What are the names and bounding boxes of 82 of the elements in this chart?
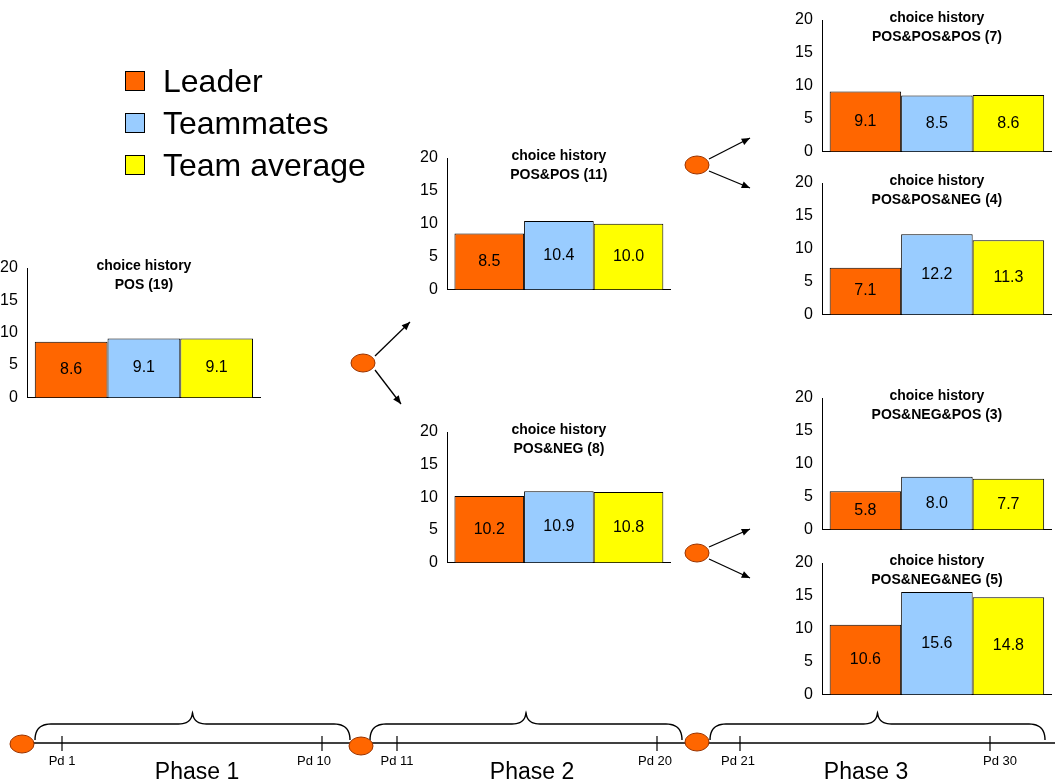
legend-label: Team average bbox=[163, 146, 366, 184]
y-tick-label: 20 bbox=[795, 173, 813, 191]
y-tick-label: 15 bbox=[795, 421, 813, 439]
legend-label: Teammates bbox=[163, 104, 329, 142]
data-label: 8.6 bbox=[997, 113, 1020, 131]
data-label: 5.8 bbox=[854, 500, 877, 518]
text: Pd 11 bbox=[380, 752, 414, 768]
y-tick-label: 15 bbox=[0, 290, 18, 308]
y-tick-label: 10 bbox=[420, 487, 438, 505]
y-tick-label: 5 bbox=[803, 486, 813, 504]
chart-title: choice history bbox=[511, 146, 607, 163]
y-tick-label: 10 bbox=[795, 239, 813, 257]
text: POS&POS (11) bbox=[510, 165, 608, 182]
chart-title: choice history bbox=[889, 386, 985, 403]
data-label: 8.5 bbox=[925, 113, 949, 131]
data-label: 8.0 bbox=[925, 493, 949, 511]
data-label: 10.6 bbox=[849, 649, 882, 667]
y-tick-label: 0 bbox=[803, 304, 813, 322]
y-tick-label: 0 bbox=[8, 387, 18, 405]
data-label: 7.1 bbox=[854, 281, 877, 299]
data-label: 7.7 bbox=[997, 494, 1020, 512]
y-tick-label: 15 bbox=[420, 455, 438, 473]
y-tick-label: 0 bbox=[803, 684, 813, 702]
y-tick-label: 10 bbox=[0, 323, 18, 341]
y-tick-label: 20 bbox=[795, 10, 813, 28]
text: POS&POS&NEG (4) bbox=[871, 190, 1003, 207]
data-label: 9.1 bbox=[854, 111, 877, 129]
chart-title: choice history bbox=[511, 420, 607, 437]
text: Pd 20 bbox=[638, 752, 672, 768]
y-tick-label: 10 bbox=[795, 76, 813, 94]
y-tick-label: 20 bbox=[795, 553, 813, 571]
y-tick-label: 15 bbox=[420, 181, 438, 199]
text: Phase 1 bbox=[154, 757, 240, 784]
text: Phase 2 bbox=[489, 757, 575, 784]
y-tick-label: 15 bbox=[795, 43, 813, 61]
y-tick-label: 0 bbox=[428, 279, 438, 297]
chart-title: choice history bbox=[889, 171, 985, 188]
y-tick-label: 15 bbox=[795, 206, 813, 224]
data-label: 11.3 bbox=[993, 267, 1024, 285]
data-label: 10.9 bbox=[543, 517, 575, 535]
y-tick-label: 10 bbox=[795, 619, 813, 637]
text: POS&NEG (8) bbox=[513, 439, 605, 456]
text: Phase 3 bbox=[823, 757, 909, 784]
data-label: 10.4 bbox=[543, 245, 575, 263]
legend-label: Leader bbox=[163, 62, 263, 100]
text: POS&POS&POS (7) bbox=[871, 27, 1002, 44]
y-tick-label: 5 bbox=[8, 355, 18, 373]
y-tick-label: 5 bbox=[803, 651, 813, 669]
data-label: 8.6 bbox=[60, 359, 83, 377]
chart-title: choice history bbox=[889, 551, 985, 568]
y-tick-label: 20 bbox=[0, 258, 18, 276]
data-label: 12.2 bbox=[921, 264, 953, 282]
data-label: 10.0 bbox=[612, 246, 645, 264]
y-tick-label: 20 bbox=[420, 422, 438, 440]
chart-title: choice history bbox=[96, 256, 192, 273]
y-tick-label: 0 bbox=[803, 141, 813, 159]
data-label: 8.5 bbox=[478, 251, 501, 269]
data-label: 10.2 bbox=[473, 519, 505, 537]
y-tick-label: 20 bbox=[795, 388, 813, 406]
data-label: 14.8 bbox=[992, 636, 1025, 654]
y-tick-label: 0 bbox=[428, 552, 438, 570]
y-tick-label: 5 bbox=[428, 246, 438, 264]
y-tick-label: 15 bbox=[795, 586, 813, 604]
y-tick-label: 0 bbox=[803, 519, 813, 537]
text: POS&NEG&NEG (5) bbox=[871, 570, 1003, 587]
text: Pd 30 bbox=[983, 752, 1017, 768]
data-label: 15.6 bbox=[921, 633, 953, 651]
data-label: 9.1 bbox=[132, 358, 156, 376]
text: Pd 10 bbox=[297, 752, 331, 768]
data-label: 10.8 bbox=[612, 517, 645, 535]
text: Pd 21 bbox=[721, 752, 755, 768]
y-tick-label: 5 bbox=[428, 520, 438, 538]
text: POS (19) bbox=[114, 275, 174, 292]
y-tick-label: 10 bbox=[420, 214, 438, 232]
y-tick-label: 5 bbox=[803, 271, 813, 289]
data-label: 9.1 bbox=[205, 358, 228, 376]
y-tick-label: 20 bbox=[420, 148, 438, 166]
y-tick-label: 5 bbox=[803, 108, 813, 126]
chart-title: choice history bbox=[889, 8, 985, 25]
y-tick-label: 10 bbox=[795, 454, 813, 472]
text: Pd 1 bbox=[48, 752, 76, 768]
text: POS&NEG&POS (3) bbox=[871, 405, 1003, 422]
